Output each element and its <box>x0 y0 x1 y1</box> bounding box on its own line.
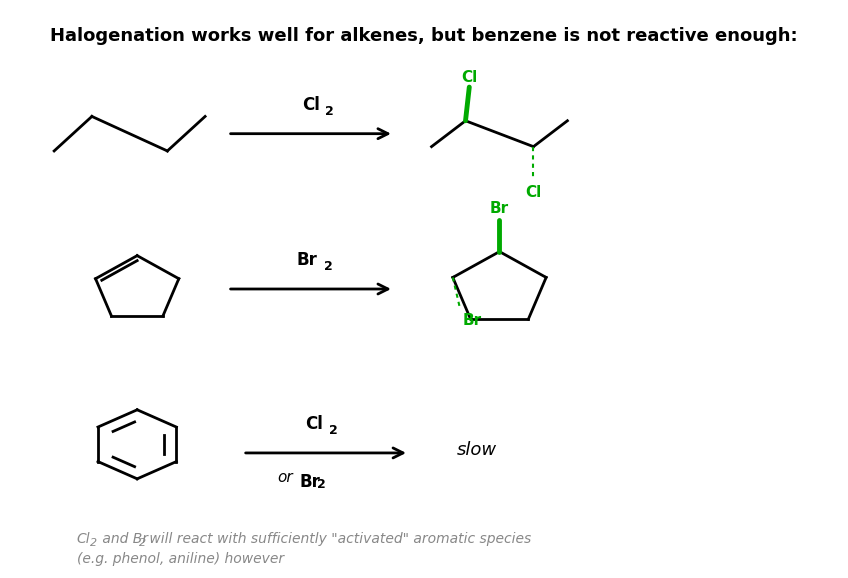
Text: 2: 2 <box>139 538 146 549</box>
Text: Br: Br <box>299 473 321 491</box>
Text: 2: 2 <box>329 424 338 438</box>
Text: will react with sufficiently "activated" aromatic species: will react with sufficiently "activated"… <box>145 532 531 546</box>
Text: Cl: Cl <box>305 415 323 433</box>
Text: Cl: Cl <box>77 532 91 546</box>
Text: 2: 2 <box>326 105 334 118</box>
Text: Br: Br <box>490 201 509 216</box>
Text: and Br: and Br <box>98 532 148 546</box>
Text: 2: 2 <box>317 477 326 491</box>
Text: 2: 2 <box>91 538 98 549</box>
Text: 2: 2 <box>324 261 332 273</box>
Text: Br: Br <box>463 313 482 328</box>
Text: or: or <box>276 470 293 485</box>
Text: Cl: Cl <box>461 69 477 84</box>
Text: slow: slow <box>457 441 497 459</box>
Text: Halogenation works well for alkenes, but benzene is not reactive enough:: Halogenation works well for alkenes, but… <box>50 27 798 45</box>
Text: Cl: Cl <box>525 186 542 201</box>
Text: Br: Br <box>297 251 317 269</box>
Text: Cl: Cl <box>302 95 320 113</box>
Text: (e.g. phenol, aniline) however: (e.g. phenol, aniline) however <box>77 553 284 566</box>
